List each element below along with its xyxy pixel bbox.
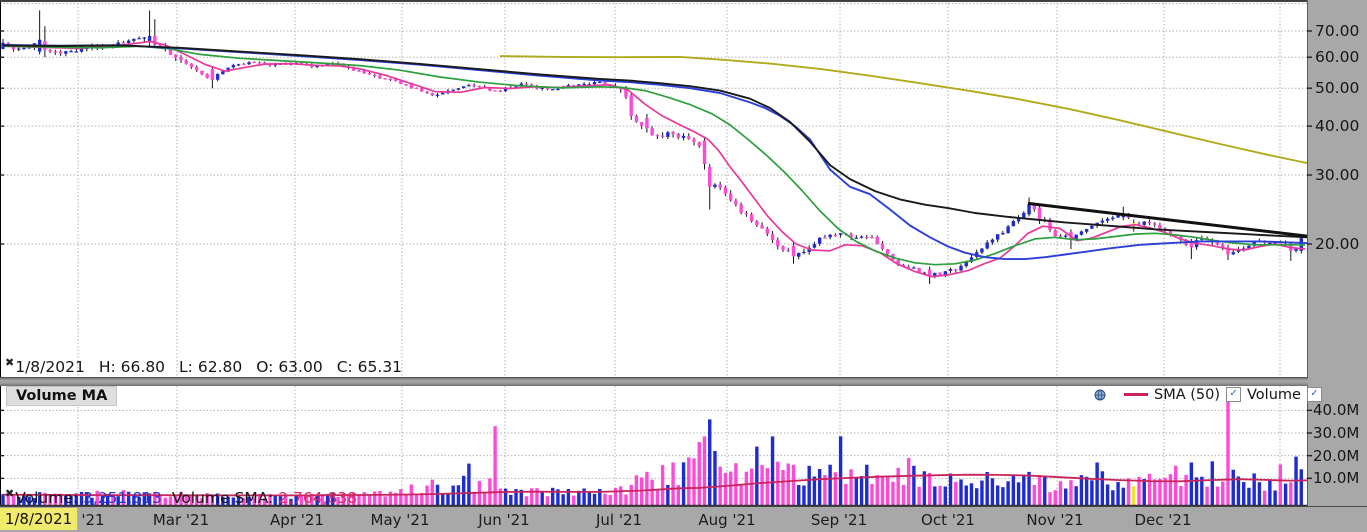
sma-slow-blue: [2, 43, 1308, 261]
price-tick-label: 60.00: [1315, 48, 1360, 67]
sma-line-swatch: [1124, 393, 1148, 396]
time-axis-gutter: [0, 506, 1367, 532]
price-tick-label: 30.00: [1315, 166, 1360, 185]
volume-tick-label: 40.0M: [1313, 401, 1360, 420]
downtrend-trendline: [1027, 201, 1308, 238]
month-label: Jul '21: [595, 511, 643, 529]
low-label: L:: [179, 358, 193, 376]
gridlines: [0, 3, 1307, 505]
month-label: '21: [81, 511, 105, 529]
pane-splitter[interactable]: [0, 378, 1308, 386]
open-label: O:: [256, 358, 274, 376]
month-label: Sep '21: [810, 511, 868, 529]
volume-sma-label: Volume SMA:: [171, 489, 274, 507]
sma-visibility-checkbox[interactable]: ✓: [1226, 387, 1242, 402]
volume-pane-title: Volume MA: [6, 386, 118, 406]
remove-price-marker-button[interactable]: ✖: [5, 356, 15, 369]
sma-fast-magenta: [2, 40, 1306, 278]
month-label: May '21: [370, 511, 430, 529]
price-tick-label: 50.00: [1315, 79, 1360, 98]
ohlc-readout: ✖1/8/2021 H: 66.80 L: 62.80 O: 63.00 C: 65.3…: [5, 356, 402, 376]
legend-sma-label: SMA (50): [1154, 386, 1221, 403]
volume-sma-value: 2,764,838: [278, 489, 358, 507]
volume-readout: ✖Volume: 3,251,813 Volume SMA: 2,764,838: [5, 487, 357, 507]
month-label: Oct '21: [921, 511, 975, 529]
close-value: 65.31: [357, 358, 403, 376]
volume-label: Volume:: [15, 489, 79, 507]
volume-tick-label: 10.0M: [1313, 469, 1360, 488]
globe-icon[interactable]: [1094, 389, 1106, 401]
month-label: Mar '21: [152, 511, 210, 529]
price-tick-label: 20.00: [1315, 234, 1360, 253]
high-value: 66.80: [120, 358, 166, 376]
pane-borders: [0, 0, 1312, 507]
month-label: Jun '21: [478, 511, 530, 529]
volume-legend: SMA (50) ✓ Volume ✓: [1094, 385, 1322, 404]
sma-slowest-black: [2, 44, 1308, 239]
candlestick-series: [1, 10, 1303, 285]
month-label: Apr '21: [270, 511, 324, 529]
volume-value: 3,251,813: [83, 489, 162, 507]
close-label: C:: [336, 358, 353, 376]
trendline-layer: [1027, 201, 1308, 238]
sma-medium-green: [2, 45, 1305, 266]
selected-date-badge: 1/8/2021: [0, 508, 78, 530]
month-label: Dec '21: [1134, 511, 1192, 529]
ohlc-date: 1/8/2021: [15, 358, 85, 376]
low-value: 62.80: [197, 358, 243, 376]
moving-average-lines: [2, 40, 1308, 278]
volume-tick-label: 20.0M: [1313, 446, 1360, 465]
legend-volume-label: Volume: [1247, 386, 1301, 403]
price-tick-label: 40.00: [1315, 117, 1360, 136]
price-axis-gutter: [1307, 0, 1367, 532]
remove-volume-marker-button[interactable]: ✖: [5, 487, 15, 500]
high-label: H:: [98, 358, 116, 376]
open-value: 63.00: [278, 358, 323, 376]
month-label: Nov '21: [1026, 511, 1084, 529]
price-tick-label: 70.00: [1315, 22, 1360, 40]
volume-visibility-checkbox[interactable]: ✓: [1306, 387, 1322, 402]
month-label: Aug '21: [698, 511, 756, 529]
sma-long-olive: [499, 55, 1308, 164]
volume-tick-label: 30.0M: [1313, 423, 1360, 442]
